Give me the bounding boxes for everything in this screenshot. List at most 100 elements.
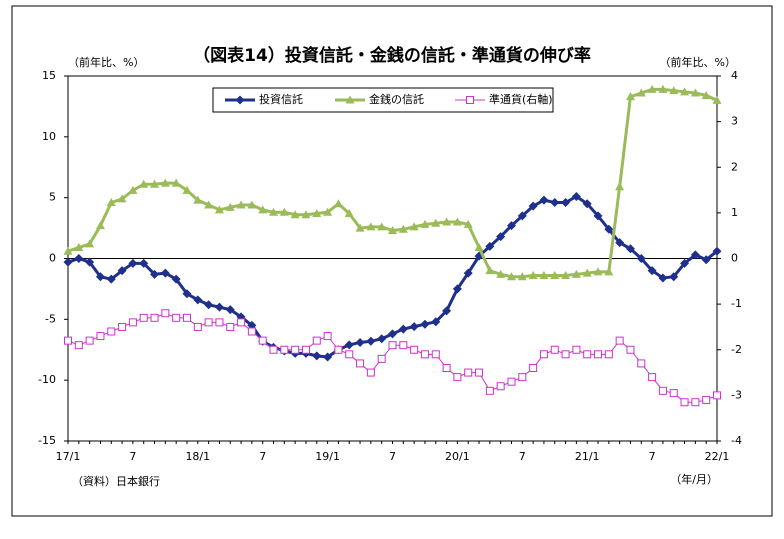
- point: [442, 306, 452, 316]
- y2-axis-label: （前年比、%）: [660, 55, 736, 69]
- point: [409, 322, 419, 332]
- point: [280, 345, 289, 354]
- point: [172, 313, 181, 322]
- point: [301, 210, 311, 219]
- point: [345, 350, 354, 359]
- legend-label: 金銭の信託: [369, 92, 424, 106]
- point: [648, 373, 657, 382]
- point: [420, 319, 430, 329]
- y-axis-label: （前年比、%）: [68, 55, 144, 69]
- point: [626, 345, 635, 354]
- point: [226, 322, 235, 331]
- point: [128, 258, 138, 268]
- point: [625, 244, 635, 254]
- point: [269, 345, 278, 354]
- point: [161, 309, 170, 318]
- point: [366, 222, 376, 231]
- point: [182, 185, 192, 194]
- point: [658, 84, 668, 93]
- point: [107, 327, 116, 336]
- point: [128, 185, 138, 194]
- point: [150, 313, 159, 322]
- legend-marker: [345, 95, 355, 104]
- point: [518, 373, 527, 382]
- point: [171, 178, 181, 187]
- point: [713, 391, 721, 400]
- point: [85, 239, 95, 248]
- x-tick-label: 22/1: [705, 450, 730, 463]
- point: [117, 266, 127, 276]
- point: [258, 205, 268, 214]
- y2-tick-label: -1: [731, 297, 742, 310]
- point: [388, 226, 397, 235]
- y2-tick-label: -2: [731, 343, 742, 356]
- point: [377, 222, 387, 231]
- point: [236, 200, 246, 209]
- x-tick-label: 20/1: [445, 450, 470, 463]
- y2-tick-label: 1: [731, 206, 738, 219]
- point: [355, 223, 365, 232]
- point: [388, 329, 397, 339]
- point: [312, 336, 321, 345]
- point: [377, 354, 386, 363]
- point: [658, 386, 667, 395]
- point: [442, 364, 451, 372]
- point: [215, 318, 224, 327]
- point: [366, 368, 375, 377]
- point: [63, 257, 73, 267]
- point: [561, 271, 571, 280]
- y-tick-label: -10: [38, 373, 56, 386]
- point: [366, 336, 376, 346]
- point: [247, 200, 257, 209]
- point: [139, 313, 148, 322]
- point: [593, 211, 603, 221]
- point: [485, 266, 495, 275]
- x-tick-label: 7: [259, 450, 266, 463]
- point: [388, 341, 397, 350]
- x-tick-label: 7: [649, 450, 656, 463]
- point: [377, 334, 387, 344]
- point: [258, 336, 267, 345]
- point: [647, 84, 657, 93]
- point: [669, 272, 679, 282]
- point: [64, 336, 72, 345]
- point: [615, 336, 624, 345]
- point: [583, 350, 592, 359]
- point: [528, 201, 538, 211]
- point: [604, 267, 614, 276]
- point: [63, 246, 73, 255]
- point: [95, 221, 105, 230]
- legend-marker: [235, 95, 245, 105]
- point: [690, 250, 700, 260]
- point: [312, 208, 322, 217]
- point: [96, 332, 105, 341]
- point: [128, 318, 137, 327]
- point: [453, 373, 462, 382]
- chart-title: （図表14）投資信託・金銭の信託・準通貨の伸び率: [193, 45, 591, 66]
- legend-marker: [466, 96, 474, 104]
- point: [150, 179, 160, 188]
- point: [572, 345, 581, 354]
- point: [171, 274, 181, 284]
- point: [636, 88, 646, 97]
- point: [247, 327, 256, 336]
- point: [658, 273, 668, 283]
- point: [356, 359, 365, 368]
- point: [712, 246, 722, 256]
- point: [225, 202, 235, 211]
- point: [237, 318, 246, 327]
- point: [507, 377, 516, 386]
- source: （資料）日本銀行: [72, 474, 160, 488]
- point: [463, 268, 473, 278]
- x-tick-label: 7: [389, 450, 396, 463]
- point: [106, 198, 116, 207]
- y2-tick-label: 0: [731, 252, 738, 265]
- point: [604, 350, 613, 359]
- point: [323, 352, 333, 362]
- point: [139, 179, 149, 188]
- point: [312, 351, 322, 361]
- point: [74, 243, 84, 252]
- point: [431, 350, 440, 359]
- x-tick-label: 18/1: [185, 450, 210, 463]
- point: [74, 254, 84, 263]
